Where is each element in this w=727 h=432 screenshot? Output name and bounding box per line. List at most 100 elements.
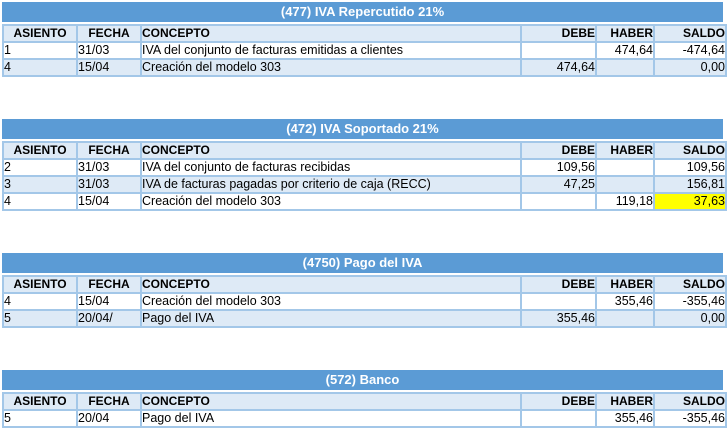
- column-header-asiento: ASIENTO: [2, 24, 78, 43]
- ledger-rows: 2 31/03 IVA del conjunto de facturas recib…: [2, 158, 727, 211]
- ledger-table: ASIENTO FECHA CONCEPTO DEBE HABER SALDO …: [2, 392, 727, 428]
- cell-haber: 474,64: [595, 41, 655, 60]
- header-row: ASIENTO FECHA CONCEPTO DEBE HABER SALDO: [2, 392, 727, 411]
- account-title: (472) IVA Soportado 21%: [2, 119, 723, 139]
- table-row: 3 31/03 IVA de facturas pagadas por criter…: [2, 175, 727, 194]
- cell-saldo: -355,46: [653, 409, 727, 428]
- cell-haber: 355,46: [595, 409, 655, 428]
- table-row: 4 15/04 Creación del modelo 303 355,46 -355,…: [2, 292, 727, 311]
- ledger-table-block: (472) IVA Soportado 21% ASIENTO FECHA CO…: [2, 119, 727, 211]
- column-header-concepto: CONCEPTO: [140, 275, 522, 294]
- ledger-table: ASIENTO FECHA CONCEPTO DEBE HABER SALDO …: [2, 141, 727, 211]
- column-header-haber: HABER: [595, 275, 655, 294]
- cell-haber: 119,18: [595, 192, 655, 211]
- column-header-saldo: SALDO: [653, 275, 727, 294]
- cell-debe: 355,46: [520, 309, 597, 328]
- cell-haber: [595, 58, 655, 77]
- column-header-asiento: ASIENTO: [2, 141, 78, 160]
- column-header-fecha: FECHA: [76, 24, 142, 43]
- cell-fecha: 31/03: [76, 41, 142, 60]
- ledger-table: ASIENTO FECHA CONCEPTO DEBE HABER SALDO …: [2, 275, 727, 328]
- cell-concepto: Creación del modelo 303: [140, 58, 522, 77]
- table-row: 2 31/03 IVA del conjunto de facturas recib…: [2, 158, 727, 177]
- cell-saldo: 0,00: [653, 58, 727, 77]
- header-row: ASIENTO FECHA CONCEPTO DEBE HABER SALDO: [2, 141, 727, 160]
- ledger-table-block: (572) Banco ASIENTO FECHA CONCEPTO DEBE …: [2, 370, 727, 428]
- cell-haber: [595, 309, 655, 328]
- cell-fecha: 31/03: [76, 175, 142, 194]
- column-header-concepto: CONCEPTO: [140, 141, 522, 160]
- cell-saldo: 0,00: [653, 309, 727, 328]
- cell-debe: 474,64: [520, 58, 597, 77]
- account-title: (572) Banco: [2, 370, 723, 390]
- cell-asiento: 1: [2, 41, 78, 60]
- cell-asiento: 4: [2, 292, 78, 311]
- column-header-concepto: CONCEPTO: [140, 392, 522, 411]
- ledger-rows: 5 20/04 Pago del IVA 355,46 -355,46: [2, 409, 727, 428]
- cell-saldo: -474,64: [653, 41, 727, 60]
- column-header-debe: DEBE: [520, 141, 597, 160]
- cell-concepto: IVA de facturas pagadas por criterio de …: [140, 175, 522, 194]
- ledger-table-block: (477) IVA Repercutido 21% ASIENTO FECHA …: [2, 2, 727, 77]
- cell-haber: [595, 158, 655, 177]
- cell-concepto: IVA del conjunto de facturas emitidas a …: [140, 41, 522, 60]
- cell-debe: [520, 292, 597, 311]
- table-row: 1 31/03 IVA del conjunto de facturas emiti…: [2, 41, 727, 60]
- cell-debe: [520, 409, 597, 428]
- column-header-debe: DEBE: [520, 24, 597, 43]
- column-header-debe: DEBE: [520, 392, 597, 411]
- cell-asiento: 5: [2, 309, 78, 328]
- table-row: 5 20/04/Pago del IVA 355,46 0,00: [2, 309, 727, 328]
- ledger-table-block: (4750) Pago del IVA ASIENTO FECHA CONCEP…: [2, 253, 727, 328]
- cell-asiento: 2: [2, 158, 78, 177]
- header-row: ASIENTO FECHA CONCEPTO DEBE HABER SALDO: [2, 275, 727, 294]
- ledger-rows: 4 15/04 Creación del modelo 303 355,46 -355,…: [2, 292, 727, 328]
- cell-fecha: 20/04/: [76, 309, 142, 328]
- column-header-fecha: FECHA: [76, 275, 142, 294]
- column-header-asiento: ASIENTO: [2, 275, 78, 294]
- cell-asiento: 3: [2, 175, 78, 194]
- column-header-haber: HABER: [595, 24, 655, 43]
- cell-asiento: 4: [2, 58, 78, 77]
- cell-fecha: 15/04: [76, 292, 142, 311]
- column-header-haber: HABER: [595, 141, 655, 160]
- table-row: 4 15/04 Creación del modelo 303 474,64 0,00: [2, 58, 727, 77]
- cell-fecha: 15/04: [76, 58, 142, 77]
- cell-concepto: Creación del modelo 303: [140, 292, 522, 311]
- cell-asiento: 5: [2, 409, 78, 428]
- column-header-haber: HABER: [595, 392, 655, 411]
- ledger-rows: 1 31/03 IVA del conjunto de facturas emiti…: [2, 41, 727, 77]
- column-header-debe: DEBE: [520, 275, 597, 294]
- cell-debe: [520, 41, 597, 60]
- cell-fecha: 31/03: [76, 158, 142, 177]
- column-header-fecha: FECHA: [76, 392, 142, 411]
- cell-fecha: 15/04: [76, 192, 142, 211]
- cell-saldo: 109,56: [653, 158, 727, 177]
- column-header-saldo: SALDO: [653, 24, 727, 43]
- column-header-saldo: SALDO: [653, 141, 727, 160]
- cell-concepto: IVA del conjunto de facturas recibidas: [140, 158, 522, 177]
- column-header-saldo: SALDO: [653, 392, 727, 411]
- cell-concepto: Pago del IVA: [140, 309, 522, 328]
- account-title: (477) IVA Repercutido 21%: [2, 2, 723, 22]
- cell-saldo: -355,46: [653, 292, 727, 311]
- header-row: ASIENTO FECHA CONCEPTO DEBE HABER SALDO: [2, 24, 727, 43]
- cell-saldo: 37,63: [653, 192, 727, 211]
- table-row: 5 20/04 Pago del IVA 355,46 -355,46: [2, 409, 727, 428]
- cell-haber: [595, 175, 655, 194]
- column-header-fecha: FECHA: [76, 141, 142, 160]
- cell-fecha: 20/04: [76, 409, 142, 428]
- cell-saldo: 156,81: [653, 175, 727, 194]
- cell-concepto: Creación del modelo 303: [140, 192, 522, 211]
- cell-concepto: Pago del IVA: [140, 409, 522, 428]
- cell-debe: [520, 192, 597, 211]
- column-header-concepto: CONCEPTO: [140, 24, 522, 43]
- cell-debe: 47,25: [520, 175, 597, 194]
- column-header-asiento: ASIENTO: [2, 392, 78, 411]
- account-title: (4750) Pago del IVA: [2, 253, 723, 273]
- cell-haber: 355,46: [595, 292, 655, 311]
- cell-debe: 109,56: [520, 158, 597, 177]
- cell-asiento: 4: [2, 192, 78, 211]
- table-row: 4 15/04 Creación del modelo 303 119,18 37,63: [2, 192, 727, 211]
